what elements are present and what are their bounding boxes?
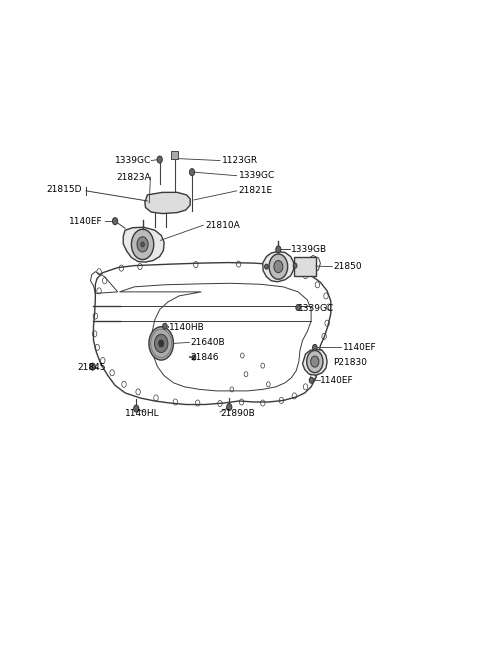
Text: 1140EF: 1140EF bbox=[321, 377, 354, 385]
Circle shape bbox=[192, 355, 196, 360]
Text: 21846: 21846 bbox=[190, 353, 219, 362]
Text: 21845: 21845 bbox=[78, 363, 107, 372]
Circle shape bbox=[190, 169, 195, 176]
Polygon shape bbox=[263, 251, 294, 282]
Text: 1140EF: 1140EF bbox=[69, 216, 103, 226]
Text: P21830: P21830 bbox=[334, 358, 367, 367]
Circle shape bbox=[274, 260, 283, 273]
Polygon shape bbox=[302, 349, 327, 375]
Circle shape bbox=[90, 363, 96, 370]
Circle shape bbox=[149, 327, 173, 360]
Circle shape bbox=[112, 218, 118, 225]
Circle shape bbox=[293, 263, 297, 268]
Circle shape bbox=[312, 344, 317, 350]
Text: 21821E: 21821E bbox=[239, 186, 273, 195]
Circle shape bbox=[133, 405, 139, 412]
Text: 1339GB: 1339GB bbox=[290, 245, 327, 254]
Text: 1339GC: 1339GC bbox=[298, 304, 335, 313]
Polygon shape bbox=[123, 227, 164, 262]
Circle shape bbox=[155, 335, 168, 352]
Text: 1123GR: 1123GR bbox=[222, 156, 258, 165]
Polygon shape bbox=[145, 192, 190, 214]
Text: 1140EF: 1140EF bbox=[343, 343, 376, 352]
Circle shape bbox=[141, 242, 144, 247]
Circle shape bbox=[264, 264, 268, 269]
Text: 21823A: 21823A bbox=[117, 173, 151, 182]
Text: 21890B: 21890B bbox=[220, 409, 255, 418]
Text: 1339GC: 1339GC bbox=[115, 156, 151, 165]
Circle shape bbox=[276, 246, 281, 253]
Circle shape bbox=[132, 229, 154, 260]
Text: 1140HL: 1140HL bbox=[125, 409, 160, 418]
Circle shape bbox=[269, 254, 288, 279]
Circle shape bbox=[309, 377, 314, 383]
Circle shape bbox=[307, 350, 323, 373]
Text: 21810A: 21810A bbox=[205, 220, 240, 230]
Circle shape bbox=[163, 323, 167, 329]
Bar bbox=[171, 152, 178, 159]
Text: 21850: 21850 bbox=[334, 262, 362, 271]
Circle shape bbox=[227, 403, 232, 411]
Circle shape bbox=[157, 156, 162, 163]
Circle shape bbox=[296, 304, 300, 310]
Circle shape bbox=[158, 340, 164, 347]
Circle shape bbox=[137, 237, 148, 252]
Text: 21640B: 21640B bbox=[190, 338, 225, 347]
Text: 1339GC: 1339GC bbox=[239, 171, 275, 180]
Text: 21815D: 21815D bbox=[47, 186, 83, 194]
Circle shape bbox=[311, 356, 319, 367]
Text: 1140HB: 1140HB bbox=[168, 323, 204, 332]
Bar bbox=[294, 256, 316, 276]
